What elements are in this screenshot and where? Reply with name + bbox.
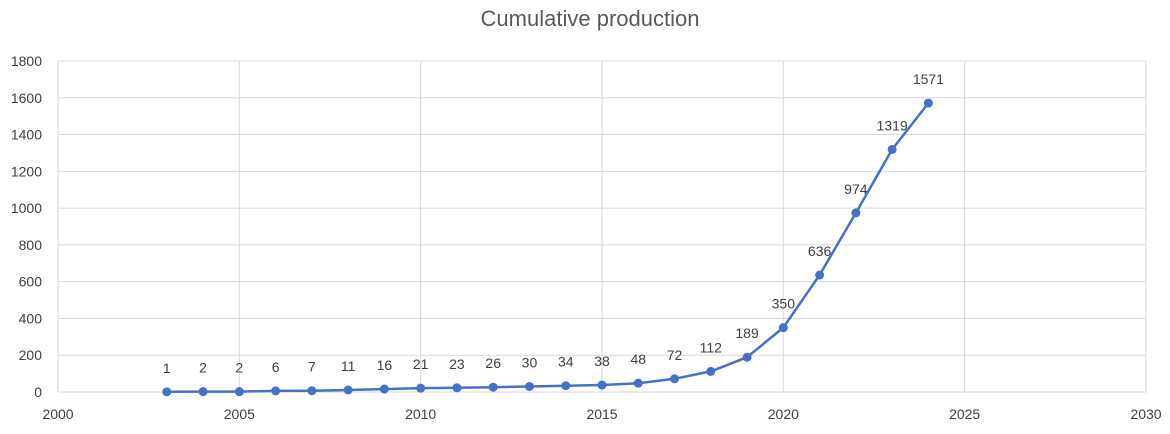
y-tick-label: 200 xyxy=(19,347,43,363)
data-label: 38 xyxy=(594,353,610,369)
data-label: 636 xyxy=(808,243,832,259)
data-point xyxy=(706,366,716,376)
data-label: 72 xyxy=(667,347,683,363)
data-point xyxy=(561,381,571,391)
data-point xyxy=(778,323,788,333)
x-tick-label: 2025 xyxy=(949,406,980,422)
data-point xyxy=(234,387,244,397)
data-point xyxy=(343,385,353,395)
data-point xyxy=(670,374,680,384)
data-label: 6 xyxy=(272,359,280,375)
data-point xyxy=(851,208,861,218)
data-point xyxy=(923,98,933,108)
data-point xyxy=(162,387,172,397)
data-point xyxy=(524,381,534,391)
data-label: 16 xyxy=(377,357,393,373)
data-point xyxy=(379,384,389,394)
y-tick-label: 1800 xyxy=(11,53,42,69)
data-label: 1319 xyxy=(877,117,908,133)
data-label: 1 xyxy=(163,360,171,376)
data-label: 21 xyxy=(413,356,429,372)
y-tick-label: 1000 xyxy=(11,200,42,216)
chart-title: Cumulative production xyxy=(480,6,700,31)
data-point xyxy=(887,144,897,154)
data-point xyxy=(633,378,643,388)
data-point xyxy=(307,386,317,396)
data-label: 11 xyxy=(341,358,356,374)
series-cumulative xyxy=(162,98,933,397)
data-label: 1571 xyxy=(913,71,944,87)
y-tick-label: 1400 xyxy=(11,127,42,143)
data-labels: 1 2 2 6 7 11 16 21 23 26 30 34 38 48 72 112189350636974… xyxy=(163,71,944,376)
gridlines xyxy=(57,60,1147,393)
y-tick-label: 400 xyxy=(19,310,43,326)
x-tick-label: 2030 xyxy=(1130,406,1161,422)
x-tick-label: 2020 xyxy=(768,406,799,422)
data-point xyxy=(815,270,825,280)
x-tick-label: 2010 xyxy=(405,406,436,422)
data-label: 30 xyxy=(522,354,538,370)
y-tick-label: 1200 xyxy=(11,163,42,179)
data-point xyxy=(597,380,607,390)
data-point xyxy=(198,387,208,397)
data-point xyxy=(271,386,281,396)
data-label: 48 xyxy=(630,351,646,367)
axis-ticks: 0 200 400 600 800 1000 1200 1400 1600 1800 2000 200… xyxy=(11,53,1162,422)
data-label: 350 xyxy=(772,296,796,312)
x-tick-label: 2015 xyxy=(586,406,617,422)
y-tick-label: 600 xyxy=(19,274,43,290)
y-tick-label: 800 xyxy=(19,237,43,253)
x-tick-label: 2005 xyxy=(224,406,255,422)
data-label: 34 xyxy=(558,354,574,370)
series-line xyxy=(166,102,930,394)
data-label: 26 xyxy=(485,355,501,371)
data-label: 189 xyxy=(735,325,759,341)
data-point xyxy=(742,352,752,362)
data-point xyxy=(416,383,426,393)
data-point xyxy=(452,383,462,393)
y-tick-label: 0 xyxy=(34,384,42,400)
x-tick-label: 2000 xyxy=(42,406,73,422)
data-label: 23 xyxy=(449,356,465,372)
data-label: 974 xyxy=(844,181,868,197)
data-label: 2 xyxy=(199,360,207,376)
y-tick-label: 1600 xyxy=(11,90,42,106)
data-label: 7 xyxy=(308,359,316,375)
data-point xyxy=(488,382,498,392)
data-label: 2 xyxy=(235,360,243,376)
data-label: 112 xyxy=(700,339,723,355)
